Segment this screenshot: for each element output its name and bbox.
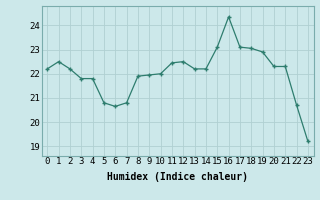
- X-axis label: Humidex (Indice chaleur): Humidex (Indice chaleur): [107, 172, 248, 182]
